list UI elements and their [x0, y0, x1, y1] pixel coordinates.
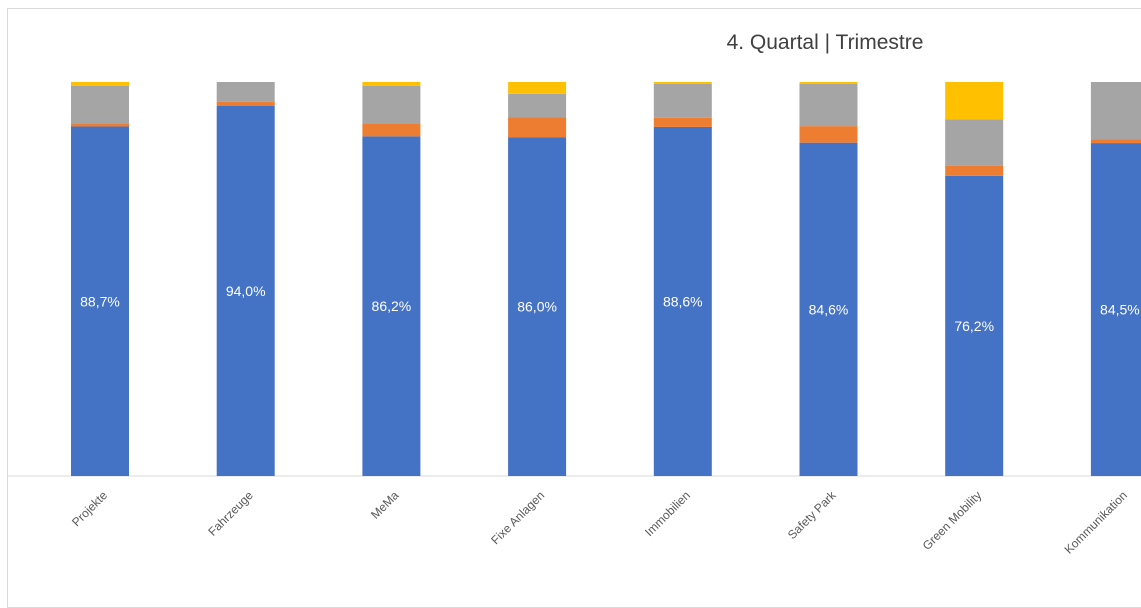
- data-label: 94,0%: [226, 283, 266, 299]
- bar-segment: [508, 93, 567, 118]
- bar-segment: [653, 126, 712, 476]
- bar-segment: [945, 175, 1004, 476]
- bar-segment: [653, 82, 712, 84]
- x-tick-label: Fixe Anlagen: [488, 488, 547, 547]
- x-tick-label: Fahrzeuge: [205, 488, 256, 539]
- bar-segment: [362, 136, 421, 476]
- bar-segment: [1090, 82, 1141, 140]
- bar-segment: [362, 85, 421, 124]
- x-tick-label: Safety Park: [785, 488, 839, 542]
- bar-segment: [945, 119, 1004, 166]
- bar-segment: [362, 123, 421, 137]
- bar-segment: [362, 82, 421, 86]
- bar-segment: [71, 123, 129, 127]
- bar-segment: [216, 101, 275, 106]
- data-label: 76,2%: [954, 318, 994, 334]
- data-label: 88,7%: [80, 293, 120, 309]
- bar-segment: [799, 142, 858, 476]
- bar-segment: [508, 117, 567, 138]
- x-tick-label: Green Mobility: [920, 488, 985, 553]
- x-tick-label: Immobilien: [642, 488, 693, 539]
- bar-segment: [799, 82, 858, 84]
- x-tick-label: Kommunikation: [1062, 488, 1130, 556]
- bar-segment: [508, 137, 567, 476]
- data-label: 86,0%: [517, 299, 557, 315]
- bar-segment: [653, 117, 712, 127]
- bar-segment: [71, 85, 129, 124]
- bar-segment: [216, 82, 275, 102]
- bar-segment: [945, 165, 1004, 176]
- bar-segment: [71, 82, 129, 86]
- bar-segment: [71, 126, 129, 476]
- chart-title: 4. Quartal | Trimestre: [726, 31, 924, 54]
- data-label: 88,6%: [663, 293, 703, 309]
- bar-segment: [653, 83, 712, 118]
- stacked-bar-chart: 88,7% Projekte 94,0% Fahrzeuge 86,2% MeMa 86,0…: [8, 82, 1141, 557]
- data-label: 84,6%: [809, 301, 849, 317]
- x-tick-label: MeMa: [368, 488, 402, 522]
- bar-segment: [799, 83, 858, 127]
- x-tick-label: Projekte: [69, 488, 110, 529]
- bar-segment: [945, 82, 1004, 120]
- bar-segment: [1090, 139, 1141, 144]
- bar-segment: [799, 126, 858, 143]
- data-label: 86,2%: [372, 298, 412, 314]
- bar-segment: [508, 82, 567, 94]
- bar-segment: [216, 105, 275, 476]
- bar-segment: [1090, 143, 1141, 476]
- data-label: 84,5%: [1100, 302, 1140, 318]
